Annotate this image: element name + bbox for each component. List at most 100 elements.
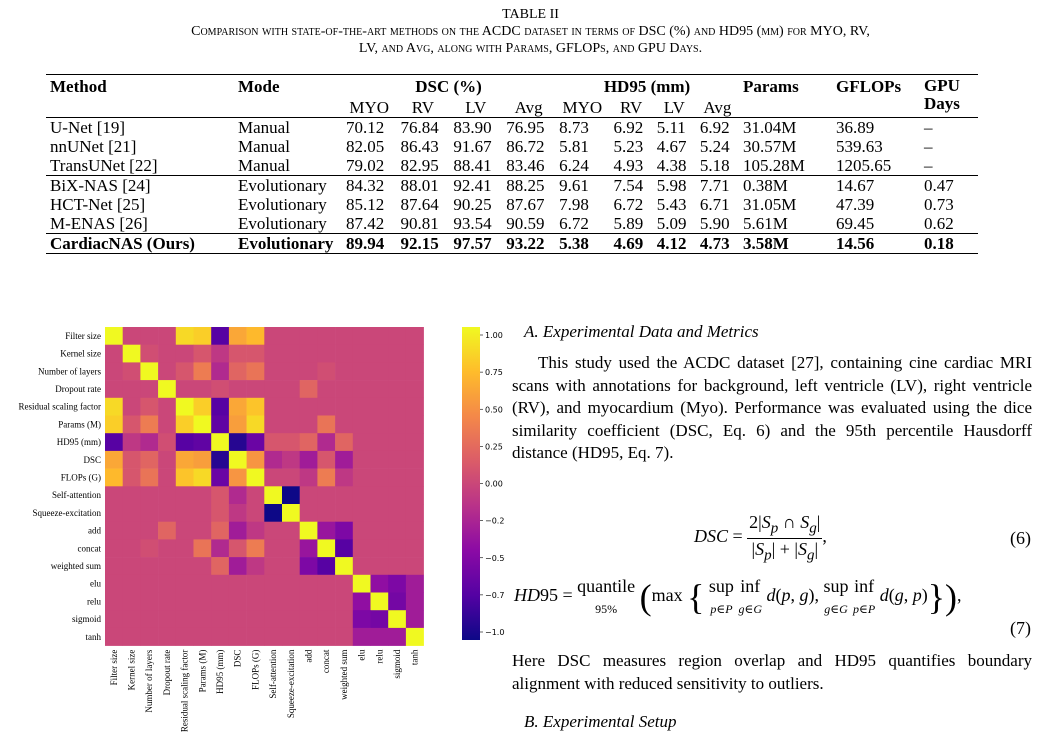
heatmap-cell [352, 521, 371, 540]
column-tick-label: Kernel size [127, 650, 137, 691]
heatmap-cell [246, 504, 265, 522]
heatmap-cell [282, 362, 300, 381]
heatmap-cell [122, 397, 141, 416]
heatmap-cell [317, 327, 336, 345]
heatmap-cell [246, 557, 265, 576]
heatmap-cell [299, 592, 318, 611]
comparison-table: Method Mode DSC (%) HD95 (mm) Params GFL… [46, 74, 978, 254]
heatmap-cell [175, 592, 194, 611]
heatmap-cell [211, 627, 230, 646]
heatmap-cell [140, 450, 159, 469]
heatmap-cell [264, 380, 283, 399]
heatmap-cell [335, 539, 354, 558]
table-cell: 90.25 [453, 195, 492, 214]
table-cell: 6.72 [559, 214, 589, 233]
heatmap-cell [105, 327, 123, 345]
heatmap-cell [282, 486, 300, 505]
heatmap-cell [228, 521, 247, 540]
table-cell: 539.63 [836, 137, 883, 156]
heatmap-cell [282, 504, 300, 522]
heatmap-cell [264, 610, 283, 629]
table-cell: 89.94 [342, 233, 397, 254]
table-cell: 5.98 [652, 175, 696, 195]
table-cell: 30.57M [743, 137, 797, 156]
heatmap-cell [158, 433, 177, 452]
heatmap-cell [175, 610, 194, 629]
heatmap-cell [228, 468, 247, 487]
heatmap-cell [158, 468, 177, 487]
table-cell: Manual [238, 118, 290, 137]
heatmap-cell [193, 468, 212, 487]
heatmap-cell [370, 344, 389, 363]
heatmap-cell [105, 627, 123, 646]
heatmap-cell [175, 486, 194, 505]
table-cell: 90.81 [400, 214, 439, 233]
heatmap-cell [246, 486, 265, 505]
heatmap-cell [246, 397, 265, 416]
heatmap-cell [264, 627, 283, 646]
heatmap-cell [370, 610, 389, 629]
row-tick-label: weighted sum [51, 561, 101, 571]
heatmap-cell [193, 557, 212, 576]
heatmap-cell [211, 592, 230, 611]
heatmap-cell [175, 397, 194, 416]
heatmap-cell [299, 344, 318, 363]
heatmap-cell [405, 627, 424, 646]
heatmap-cell [105, 521, 123, 540]
heatmap-cell [405, 557, 424, 576]
table-cell: Manual [238, 156, 290, 175]
heatmap-cell [193, 574, 212, 593]
table-cell: 5.24 [699, 137, 730, 156]
table-cell: 9.61 [555, 175, 610, 195]
caption-line-1: Comparison with state-of-the-art methods… [191, 24, 870, 39]
heatmap-cell [158, 380, 177, 399]
subheader-myo: MYO [555, 98, 610, 118]
colorbar-tick-label: −0.25 [485, 517, 505, 526]
table-cell: 8.73 [559, 118, 589, 137]
row-tick-label: HD95 (mm) [57, 437, 101, 447]
heatmap-cell [228, 504, 247, 522]
row-tick-label: Residual scaling factor [19, 402, 101, 412]
heatmap-cell [140, 362, 159, 381]
row-tick-label: Self-attention [52, 490, 101, 500]
header-hd95: HD95 (mm) [555, 74, 739, 98]
section-b-heading: B. Experimental Setup [524, 712, 677, 731]
table-cell: 76.95 [506, 118, 545, 137]
heatmap-cell [388, 504, 407, 522]
heatmap-cell [335, 327, 354, 345]
heatmap-cell [105, 557, 123, 576]
heatmap-cell [335, 592, 354, 611]
column-tick-label: add [304, 649, 314, 662]
table-body: U-Net [19] Manual 70.12 76.84 83.90 76.95 8.73… [46, 117, 978, 254]
row-tick-label: FLOPs (G) [61, 472, 101, 482]
heatmap-cell [282, 433, 300, 452]
heatmap-cell [158, 539, 177, 558]
heatmap-cell [352, 504, 371, 522]
table-cell: Manual [238, 137, 290, 156]
table-cell: 5.38 [555, 233, 610, 254]
heatmap-cell [317, 468, 336, 487]
heatmap-cell [246, 539, 265, 558]
table-cell: 6.24 [559, 156, 589, 175]
heatmap-cell [352, 486, 371, 505]
row-tick-label: tanh [86, 632, 102, 642]
heatmap-cell [122, 468, 141, 487]
table-cell: 87.42 [346, 214, 385, 233]
heatmap-cell [264, 557, 283, 576]
heatmap-cell [299, 450, 318, 469]
heatmap-cell [193, 539, 212, 558]
table-cell: 4.67 [656, 137, 687, 156]
heatmap-cell [211, 362, 230, 381]
heatmap-cell [140, 486, 159, 505]
heatmap-cell [405, 468, 424, 487]
heatmap-cell [228, 539, 247, 558]
heatmap-cell [352, 344, 371, 363]
heatmap-cell [299, 468, 318, 487]
heatmap-cell [299, 415, 318, 434]
heatmap-cell [105, 486, 123, 505]
heatmap-cell [335, 557, 354, 576]
table-cell: 5.90 [699, 214, 730, 233]
column-tick-label: concat [321, 649, 331, 673]
heatmap-cell [228, 380, 247, 399]
heatmap-cell [140, 415, 159, 434]
